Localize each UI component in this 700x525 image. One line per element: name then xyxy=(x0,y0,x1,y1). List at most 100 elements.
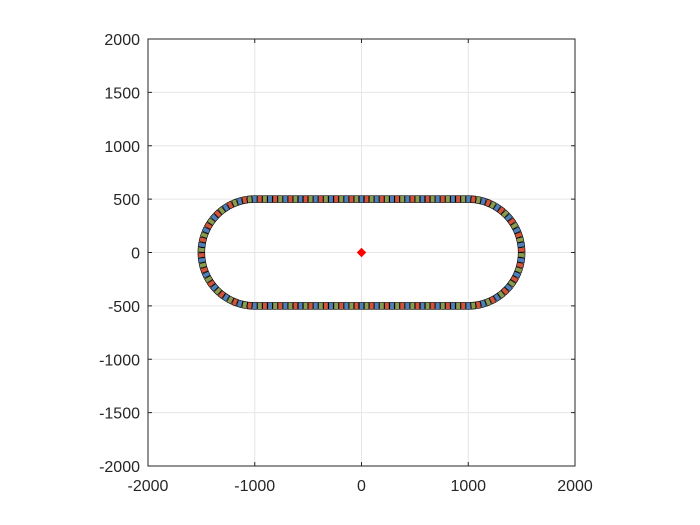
vehicle-marker xyxy=(257,195,263,203)
vehicle-ring xyxy=(197,195,526,310)
vehicle-marker xyxy=(460,195,466,203)
vehicle-marker xyxy=(236,197,244,206)
vehicle-marker xyxy=(308,302,314,310)
vehicle-marker xyxy=(353,195,359,203)
vehicle-marker xyxy=(231,198,239,208)
vehicle-marker xyxy=(507,217,517,226)
vehicle-marker xyxy=(440,302,446,310)
vehicle-marker xyxy=(236,299,244,308)
center-markers xyxy=(356,247,367,258)
vehicle-marker xyxy=(282,195,288,203)
vehicle-marker xyxy=(297,302,304,310)
vehicle-marker xyxy=(241,300,248,310)
y-tick-labels: -2000 -1500 -1000 -500 0 500 1000 1500 2000 xyxy=(99,32,140,476)
vehicle-marker xyxy=(445,195,451,203)
vehicle-marker xyxy=(517,252,526,258)
vehicle-marker xyxy=(389,302,395,310)
vehicle-marker xyxy=(455,302,461,310)
vehicle-marker xyxy=(414,195,420,203)
vehicle-marker xyxy=(323,302,329,310)
vehicle-marker xyxy=(488,295,497,305)
vehicle-marker xyxy=(399,302,405,310)
vehicle-marker xyxy=(217,289,227,299)
vehicle-marker xyxy=(517,257,526,264)
vehicle-marker xyxy=(430,302,436,310)
vehicle-marker xyxy=(450,302,456,310)
x-tick-label: -1000 xyxy=(234,478,275,495)
vehicle-marker xyxy=(384,195,390,203)
vehicle-marker xyxy=(488,200,497,210)
vehicle-marker xyxy=(358,302,365,310)
vehicle-marker xyxy=(204,275,214,284)
vehicle-marker xyxy=(272,302,278,310)
vehicle-marker xyxy=(504,283,514,292)
y-tick-label: -1000 xyxy=(99,352,140,369)
vehicle-marker xyxy=(197,252,206,258)
vehicle-marker xyxy=(272,195,278,203)
vehicle-marker xyxy=(409,302,415,310)
vehicle-marker xyxy=(221,203,231,213)
x-tick-label: -2000 xyxy=(128,478,169,495)
vehicle-marker xyxy=(328,302,334,310)
x-tick-label: 2000 xyxy=(557,478,593,495)
vehicle-marker xyxy=(231,297,239,307)
vehicle-marker xyxy=(517,241,526,248)
vehicle-marker xyxy=(313,195,319,203)
vehicle-marker xyxy=(475,195,482,205)
vehicle-marker xyxy=(470,195,477,204)
vehicle-marker xyxy=(246,301,253,310)
x-tick-label: 0 xyxy=(357,478,366,495)
vehicle-marker xyxy=(197,241,206,248)
vehicle-marker xyxy=(292,195,298,203)
vehicle-marker xyxy=(252,302,258,310)
vehicle-marker xyxy=(492,292,502,302)
vehicle-marker xyxy=(287,302,293,310)
vehicle-marker xyxy=(333,195,339,203)
vehicle-marker xyxy=(206,279,216,288)
vehicle-marker xyxy=(226,200,235,210)
vehicle-marker xyxy=(353,302,359,310)
vehicle-marker xyxy=(226,295,235,305)
y-tick-label: 2000 xyxy=(104,32,140,49)
vehicle-marker xyxy=(479,299,487,308)
vehicle-marker xyxy=(425,302,431,310)
vehicle-marker xyxy=(328,195,334,203)
vehicle-marker xyxy=(479,196,487,206)
vehicle-marker xyxy=(507,279,517,288)
vehicle-marker xyxy=(197,247,206,253)
vehicle-marker xyxy=(512,226,522,235)
vehicle-marker xyxy=(303,195,309,203)
vehicle-marker xyxy=(430,195,436,203)
vehicle-marker xyxy=(500,286,510,296)
x-tick-labels: -2000 -1000 0 1000 2000 xyxy=(128,478,593,495)
vehicle-marker xyxy=(484,297,492,307)
vehicle-marker xyxy=(277,302,283,310)
vehicle-marker xyxy=(374,195,380,203)
vehicle-marker xyxy=(514,231,524,239)
vehicle-marker xyxy=(297,195,304,203)
vehicle-marker xyxy=(241,195,248,205)
vehicle-marker xyxy=(369,302,375,310)
vehicle-marker xyxy=(308,195,314,203)
vehicle-marker xyxy=(338,195,344,203)
vehicle-marker xyxy=(369,195,375,203)
vehicle-marker xyxy=(404,302,410,310)
vehicle-marker xyxy=(496,289,506,299)
vehicle-marker xyxy=(440,195,446,203)
vehicle-marker xyxy=(287,195,293,203)
vehicle-marker xyxy=(323,195,329,203)
y-tick-label: -500 xyxy=(108,299,140,316)
vehicle-marker xyxy=(470,301,477,310)
vehicle-marker xyxy=(379,302,385,310)
vehicle-marker xyxy=(435,302,441,310)
vehicle-marker xyxy=(465,195,471,203)
vehicle-marker xyxy=(394,195,400,203)
vehicle-marker xyxy=(374,302,380,310)
vehicle-marker xyxy=(199,231,209,239)
vehicle-marker xyxy=(364,195,370,203)
x-tick-label: 1000 xyxy=(450,478,486,495)
vehicle-marker xyxy=(204,221,214,230)
y-tick-label: -1500 xyxy=(99,406,140,423)
vehicle-marker xyxy=(209,283,219,292)
